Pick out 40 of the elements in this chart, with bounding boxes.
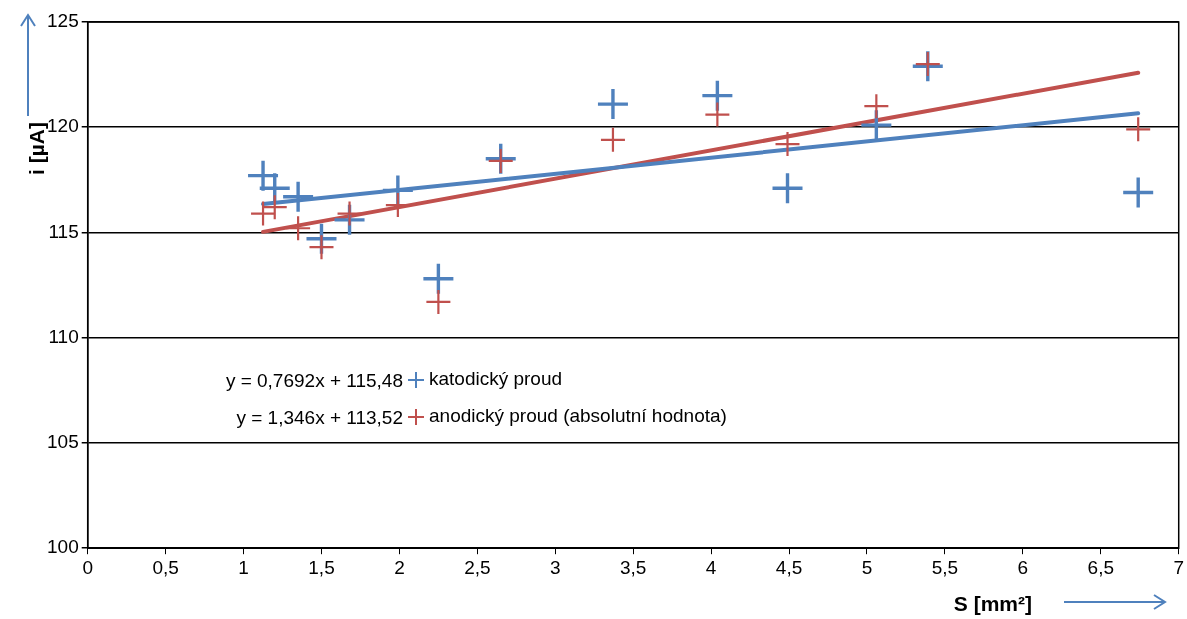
annotation: y = 0,7692x + 115,48 (225, 370, 403, 392)
x-tick-label: 5 (861, 556, 873, 578)
x-tick-label: 6,5 (1087, 556, 1114, 578)
y-tick-label: 105 (47, 431, 79, 453)
x-axis-title: S [mm²] (953, 591, 1032, 615)
x-tick-label: 0,5 (152, 556, 179, 578)
x-tick-label: 1,5 (308, 556, 335, 578)
point (600, 127, 625, 152)
x-tick-label: 2 (394, 556, 405, 578)
point (286, 216, 311, 241)
point (426, 289, 451, 314)
point (775, 132, 800, 157)
x-tick-label: 3,5 (620, 556, 647, 578)
x-tick-label: 6 (1017, 556, 1029, 578)
point (1126, 117, 1151, 142)
y-tick-label: 100 (47, 536, 79, 558)
x-tick-label: 4,5 (775, 556, 803, 578)
x-tick-label: 4 (705, 556, 717, 578)
x-tick-label: 2,5 (464, 556, 491, 578)
point (864, 94, 889, 119)
y-tick-label: 110 (48, 325, 79, 347)
point (251, 201, 276, 226)
x-tick-label: 7 (1173, 556, 1185, 578)
point (705, 102, 730, 127)
point (262, 195, 287, 220)
point (597, 89, 628, 120)
point (283, 181, 314, 212)
x-tick-label: 1 (238, 556, 249, 578)
legend-label: katodický proud (429, 368, 563, 390)
y-tick-label: 115 (48, 220, 79, 242)
x-tick-label: 0 (82, 556, 93, 578)
y-tick-label: 120 (47, 115, 79, 137)
x-tick-label: 3 (549, 556, 561, 578)
x-tick-label: 5,5 (931, 556, 959, 578)
annotation: y = 1,346x + 113,52 (236, 407, 403, 429)
legend-label: anodický proud (absolutní hodnota) (429, 405, 727, 427)
point (1123, 177, 1154, 208)
y-tick-label: 125 (47, 10, 79, 32)
point (861, 110, 892, 141)
y-axis-title: i [µA] (24, 122, 48, 175)
